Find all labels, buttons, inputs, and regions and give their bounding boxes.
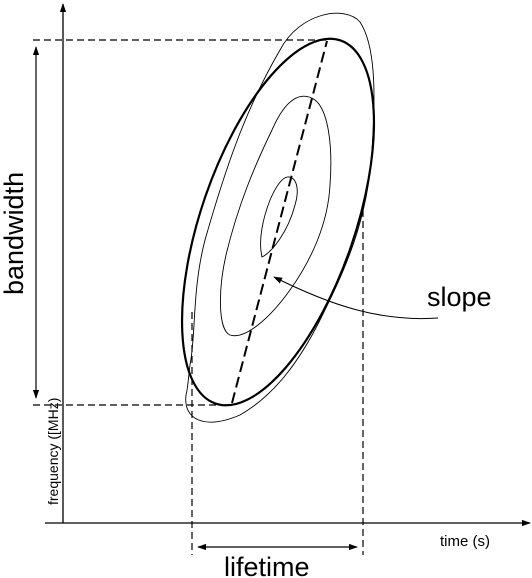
time-axis-label: time (s) bbox=[440, 533, 490, 550]
lifetime-label: lifetime bbox=[224, 552, 310, 578]
slope-pointer-arrow bbox=[273, 276, 439, 320]
middle-contour bbox=[220, 95, 332, 337]
frequency-axis-label: frequency ([MHz) bbox=[45, 398, 61, 505]
inner-contour bbox=[260, 176, 298, 258]
fitted-ellipse bbox=[180, 37, 376, 407]
outer-contour bbox=[185, 12, 375, 423]
slope-line bbox=[231, 40, 328, 404]
bandwidth-label: bandwidth bbox=[0, 172, 29, 295]
slope-label: slope bbox=[427, 282, 492, 312]
